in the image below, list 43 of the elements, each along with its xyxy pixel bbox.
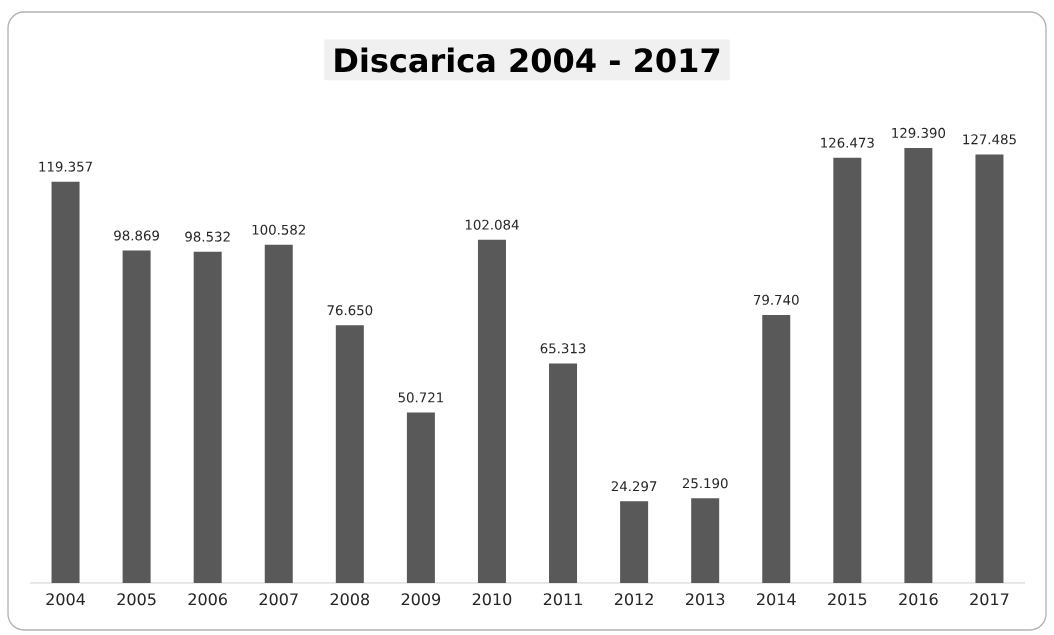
data-label: 79.740 xyxy=(754,294,799,305)
bar xyxy=(264,244,293,583)
x-tick-label: 2008 xyxy=(330,593,370,606)
bar xyxy=(122,250,151,583)
bar xyxy=(975,154,1004,583)
x-tick-label: 2013 xyxy=(685,593,725,606)
x-tick-label: 2014 xyxy=(757,593,796,606)
x-tick-label: 2009 xyxy=(401,593,441,606)
data-label: 24.297 xyxy=(611,481,657,492)
chart-title: Discarica 2004 - 2017 xyxy=(335,47,720,73)
data-label: 25.190 xyxy=(682,478,728,489)
data-label: 50.721 xyxy=(398,392,443,403)
data-label: 98.869 xyxy=(114,230,159,241)
bar xyxy=(620,501,649,583)
x-tick-label: 2012 xyxy=(614,593,653,606)
data-label: 76.650 xyxy=(327,305,373,316)
data-label: 100.582 xyxy=(252,224,305,235)
data-label: 98.532 xyxy=(185,231,230,242)
bar xyxy=(477,239,506,583)
data-label: 119.357 xyxy=(39,161,92,172)
x-tick-label: 2004 xyxy=(46,593,85,606)
bar xyxy=(51,181,80,583)
data-label: 129.390 xyxy=(892,127,946,138)
data-label: 65.313 xyxy=(540,343,586,354)
x-tick-label: 2011 xyxy=(543,593,582,606)
x-tick-label: 2005 xyxy=(117,593,156,606)
x-tick-label: 2017 xyxy=(970,593,1009,606)
bar xyxy=(691,498,720,583)
x-tick-label: 2006 xyxy=(188,593,228,606)
x-tick-label: 2016 xyxy=(899,593,938,606)
bar xyxy=(549,363,578,583)
bar xyxy=(904,147,933,583)
data-label: 126.473 xyxy=(821,137,874,148)
bar xyxy=(193,251,222,583)
bar xyxy=(762,314,791,583)
x-tick-label: 2010 xyxy=(472,593,512,606)
data-label: 127.485 xyxy=(963,134,1016,145)
x-tick-label: 2007 xyxy=(259,593,298,606)
bar xyxy=(833,157,862,583)
bar xyxy=(406,412,435,583)
bar xyxy=(335,325,364,583)
x-tick-label: 2015 xyxy=(828,593,867,606)
data-label: 102.084 xyxy=(465,219,519,230)
